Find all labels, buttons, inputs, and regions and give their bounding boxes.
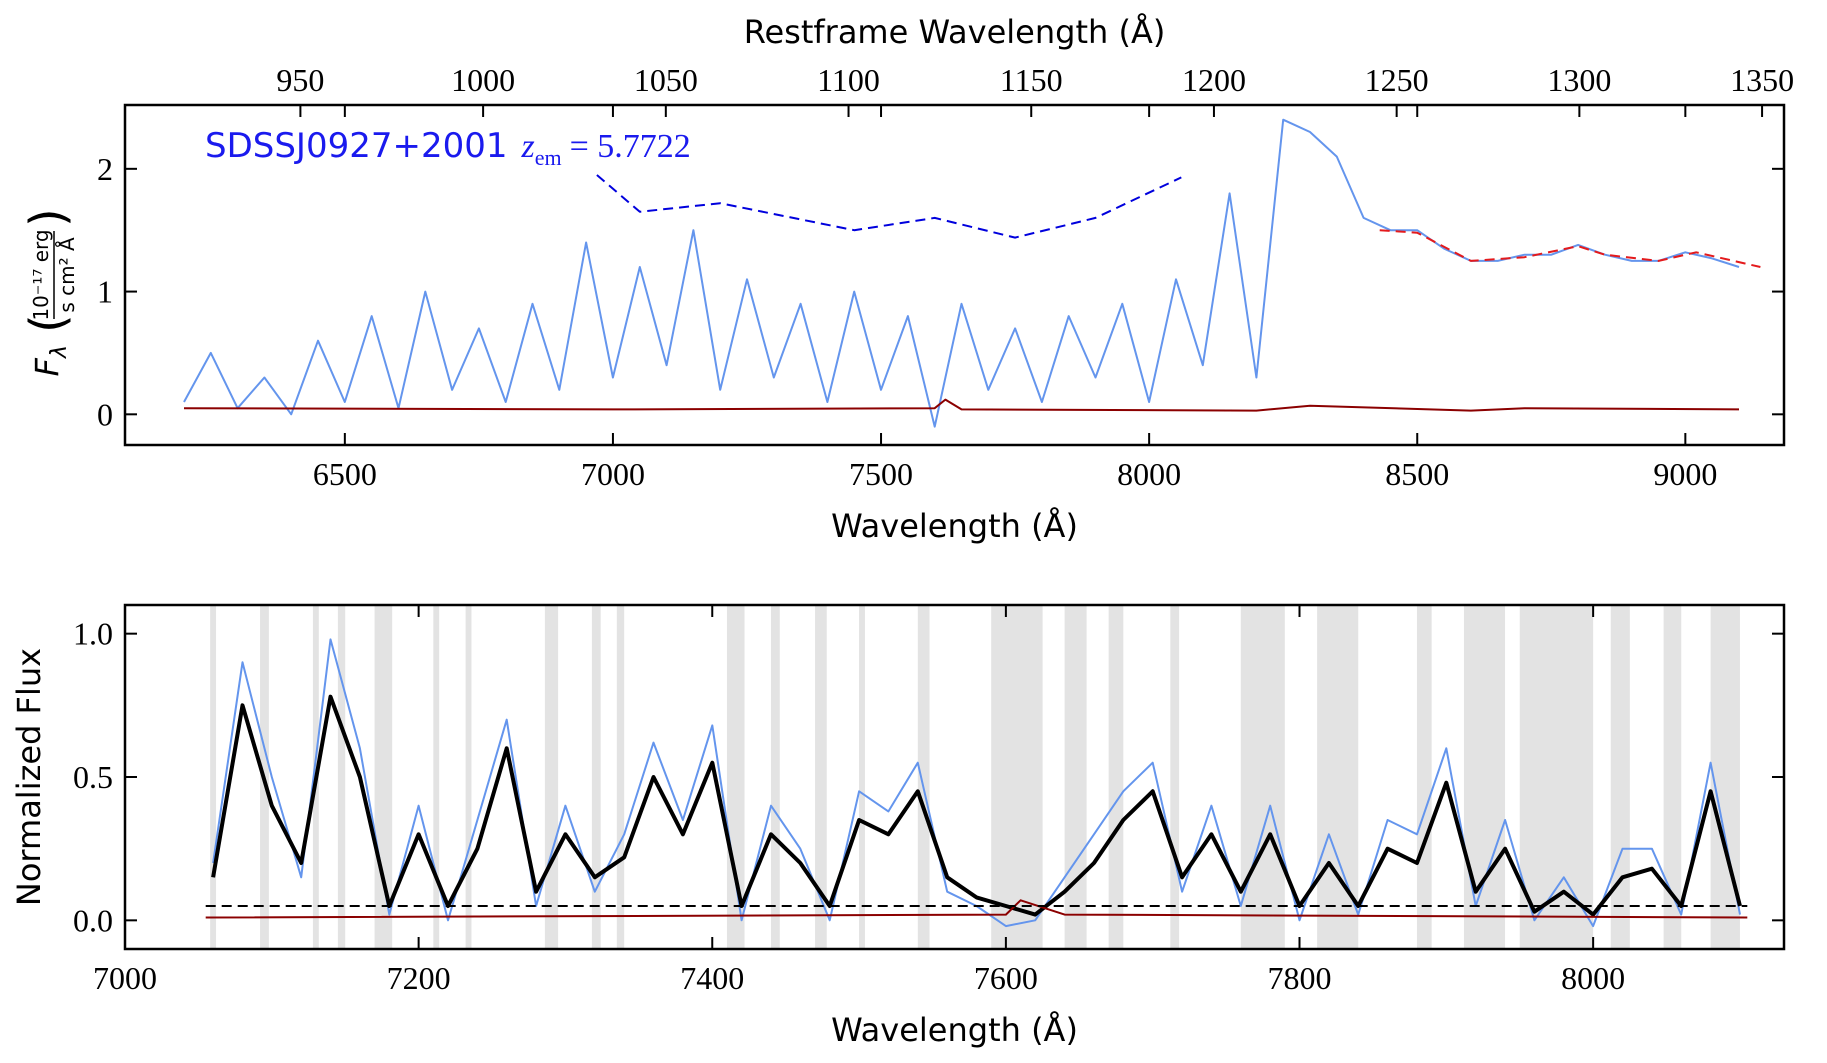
x-tick-label: 7000 bbox=[93, 960, 157, 996]
masked-region bbox=[859, 605, 865, 949]
masked-region bbox=[991, 605, 1043, 949]
series-line bbox=[183, 118, 1740, 428]
y-tick-label: 0 bbox=[97, 396, 113, 432]
masked-region bbox=[210, 605, 217, 949]
x2-tick-label: 1200 bbox=[1182, 62, 1246, 98]
series-line bbox=[1379, 229, 1761, 268]
masked-region bbox=[374, 605, 393, 949]
masked-region bbox=[1519, 605, 1594, 949]
x-tick-label: 7600 bbox=[974, 960, 1038, 996]
plot-area bbox=[205, 605, 1748, 949]
x2-axis-label: Restframe Wavelength (Å) bbox=[744, 13, 1166, 51]
annotation: SDSSJ0927+2001 zem = 5.7722 bbox=[205, 126, 691, 170]
y-tick-label: 1 bbox=[97, 274, 113, 310]
y-axis-label: Normalized Flux bbox=[10, 648, 48, 906]
x2-tick-label: 1100 bbox=[817, 62, 880, 98]
masked-region bbox=[770, 605, 780, 949]
x-tick-label: 7800 bbox=[1268, 960, 1332, 996]
x2-tick-label: 950 bbox=[276, 62, 324, 98]
x-tick-label: 7500 bbox=[849, 456, 913, 492]
masked-region bbox=[815, 605, 827, 949]
x2-tick-label: 1000 bbox=[451, 62, 515, 98]
y-label-denominator: s cm² Å bbox=[55, 237, 79, 313]
masked-region bbox=[1108, 605, 1124, 949]
x-tick-label: 8000 bbox=[1561, 960, 1625, 996]
axes-frame bbox=[123, 103, 1786, 447]
x2-tick-label: 1250 bbox=[1365, 62, 1429, 98]
x-tick-label: 6500 bbox=[313, 456, 377, 492]
y-tick-label: 0.0 bbox=[73, 902, 113, 938]
plot-area bbox=[183, 118, 1761, 428]
x-tick-label: 7000 bbox=[581, 456, 645, 492]
masked-region bbox=[1610, 605, 1630, 949]
annotation-sub: em bbox=[535, 145, 562, 170]
series-line bbox=[212, 638, 1741, 928]
masked-region bbox=[1170, 605, 1180, 949]
masked-region bbox=[1064, 605, 1087, 949]
x-tick-label: 8000 bbox=[1117, 456, 1181, 492]
masked-region bbox=[433, 605, 440, 949]
series-line bbox=[205, 899, 1748, 919]
y-tick-label: 2 bbox=[97, 151, 113, 187]
annotation-var: z bbox=[521, 128, 535, 165]
series-line bbox=[211, 694, 1742, 917]
panel: 7000 7200 7400 7600 7800 8000 0.0 0.5 1.0 Wavelen… bbox=[10, 603, 1786, 1049]
y-label-paren: ) bbox=[20, 208, 76, 227]
x-tick-label: 7200 bbox=[387, 960, 451, 996]
masked-region bbox=[1317, 605, 1359, 949]
masked-region bbox=[1240, 605, 1285, 949]
y-tick-label: 1.0 bbox=[73, 616, 113, 652]
masked-region bbox=[917, 605, 930, 949]
y-tick-label: 0.5 bbox=[73, 759, 113, 795]
masked-region bbox=[1416, 605, 1432, 949]
x-tick-label: 8500 bbox=[1385, 456, 1449, 492]
x-tick-label: 9000 bbox=[1653, 456, 1717, 492]
masked-region bbox=[1710, 605, 1740, 949]
x-tick-label: 7400 bbox=[680, 960, 744, 996]
y-label-numerator: 10⁻¹⁷ erg bbox=[29, 229, 53, 320]
masked-region bbox=[1663, 605, 1682, 949]
x2-tick-label: 1350 bbox=[1730, 62, 1794, 98]
y-label-paren: ( bbox=[20, 314, 76, 333]
y-label-symbol-main: F bbox=[28, 357, 66, 376]
series-line bbox=[596, 174, 1182, 239]
masked-region bbox=[616, 605, 625, 949]
x2-tick-label: 1150 bbox=[1000, 62, 1063, 98]
y-label-symbol: Fλ bbox=[28, 345, 72, 376]
masked-region bbox=[1463, 605, 1506, 949]
x2-tick-label: 1050 bbox=[634, 62, 698, 98]
series-line bbox=[183, 398, 1740, 412]
x-axis-label: Wavelength (Å) bbox=[831, 507, 1078, 545]
annotation-name: SDSSJ0927+2001 bbox=[205, 126, 508, 166]
masked-region bbox=[726, 605, 745, 949]
masked-region bbox=[544, 605, 559, 949]
y-label-symbol-sub: λ bbox=[47, 345, 72, 359]
masked-region bbox=[465, 605, 472, 949]
x-axis-label: Wavelength (Å) bbox=[831, 1011, 1078, 1049]
x2-tick-label: 1300 bbox=[1547, 62, 1611, 98]
masked-region bbox=[591, 605, 601, 949]
y-axis-label: Fλ (10⁻¹⁷ erg s cm² Å) bbox=[20, 208, 79, 376]
panel: 6500 7000 7500 8000 8500 9000 0 1 2 950 1000 1050 11… bbox=[20, 13, 1794, 545]
masked-region bbox=[337, 605, 346, 949]
annotation-eq: = 5.7722 bbox=[570, 128, 691, 165]
